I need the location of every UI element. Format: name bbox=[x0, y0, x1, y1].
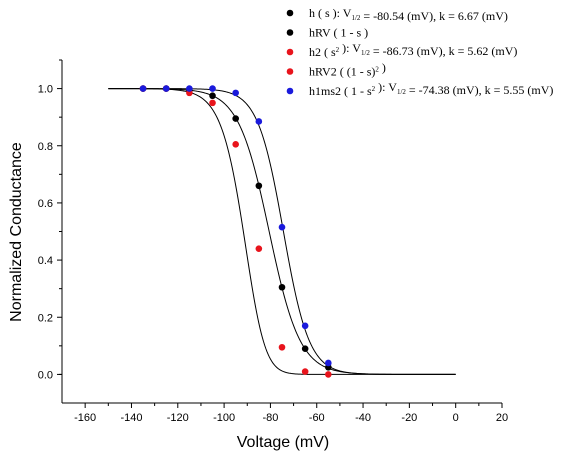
data-point bbox=[163, 85, 170, 92]
x-tick-label: -140 bbox=[120, 412, 142, 424]
legend-marker bbox=[287, 49, 294, 56]
data-point bbox=[325, 371, 332, 378]
data-point bbox=[256, 182, 263, 189]
y-tick-label: 0.8 bbox=[38, 141, 53, 153]
data-point bbox=[256, 118, 263, 125]
data-point bbox=[325, 360, 332, 367]
y-tick-label: 1.0 bbox=[38, 84, 53, 96]
data-point bbox=[186, 85, 193, 92]
x-tick-label: -20 bbox=[401, 412, 417, 424]
axes: -160 -140 -120 -100 -80 -60 -40 -20 0 20 0.0 0.2 0.4… bbox=[38, 60, 508, 424]
data-point bbox=[302, 368, 309, 375]
x-tick-label: -40 bbox=[355, 412, 371, 424]
x-tick-label: -60 bbox=[309, 412, 325, 424]
legend: h ( s ): V1/2 = -80.54 (mV), k = 6.67 (m… bbox=[287, 6, 554, 98]
data-point bbox=[279, 284, 286, 291]
data-point bbox=[209, 92, 216, 99]
data-point bbox=[232, 90, 239, 97]
x-tick-label: 0 bbox=[453, 412, 459, 424]
x-tick-label: -100 bbox=[213, 412, 235, 424]
x-tick-label: -80 bbox=[262, 412, 278, 424]
legend-label: h2 ( s2 ): V1/2 = -86.73 (mV), k = 5.62 … bbox=[309, 41, 517, 59]
legend-marker bbox=[287, 88, 294, 95]
data-point bbox=[209, 85, 216, 92]
data-point bbox=[232, 141, 239, 148]
legend-marker bbox=[287, 10, 294, 17]
x-tick-label: -120 bbox=[167, 412, 189, 424]
fit-curves bbox=[108, 89, 455, 375]
x-tick-label: -160 bbox=[74, 412, 96, 424]
legend-label: hRV ( 1 - s ) bbox=[309, 26, 368, 40]
legend-label: hRV2 ( (1 - s)2 ) bbox=[309, 61, 386, 79]
x-tick-label: 20 bbox=[496, 412, 508, 424]
data-points bbox=[140, 85, 332, 377]
legend-marker bbox=[287, 29, 294, 36]
legend-label: h1ms2 ( 1 - s2 ): V1/2 = -74.38 (mV), k … bbox=[309, 80, 553, 98]
legend-label: h ( s ): V1/2 = -80.54 (mV), k = 6.67 (m… bbox=[309, 6, 508, 23]
y-tick-label: 0.6 bbox=[38, 198, 53, 210]
data-point bbox=[140, 85, 147, 92]
data-point bbox=[279, 224, 286, 231]
y-tick-label: 0.2 bbox=[38, 312, 53, 324]
data-point bbox=[256, 245, 263, 252]
y-axis-title: Normalized Conductance bbox=[8, 142, 25, 322]
y-tick-label: 0.4 bbox=[38, 255, 53, 267]
fit-curve bbox=[108, 89, 455, 375]
data-point bbox=[302, 323, 309, 330]
fit-curve bbox=[108, 89, 455, 375]
x-axis-title: Voltage (mV) bbox=[237, 434, 329, 451]
data-point bbox=[302, 345, 309, 352]
y-tick-label: 0.0 bbox=[38, 369, 53, 381]
fit-curve bbox=[108, 89, 455, 375]
data-point bbox=[232, 115, 239, 122]
legend-marker bbox=[287, 68, 294, 75]
data-point bbox=[209, 100, 216, 107]
data-point bbox=[279, 344, 286, 351]
